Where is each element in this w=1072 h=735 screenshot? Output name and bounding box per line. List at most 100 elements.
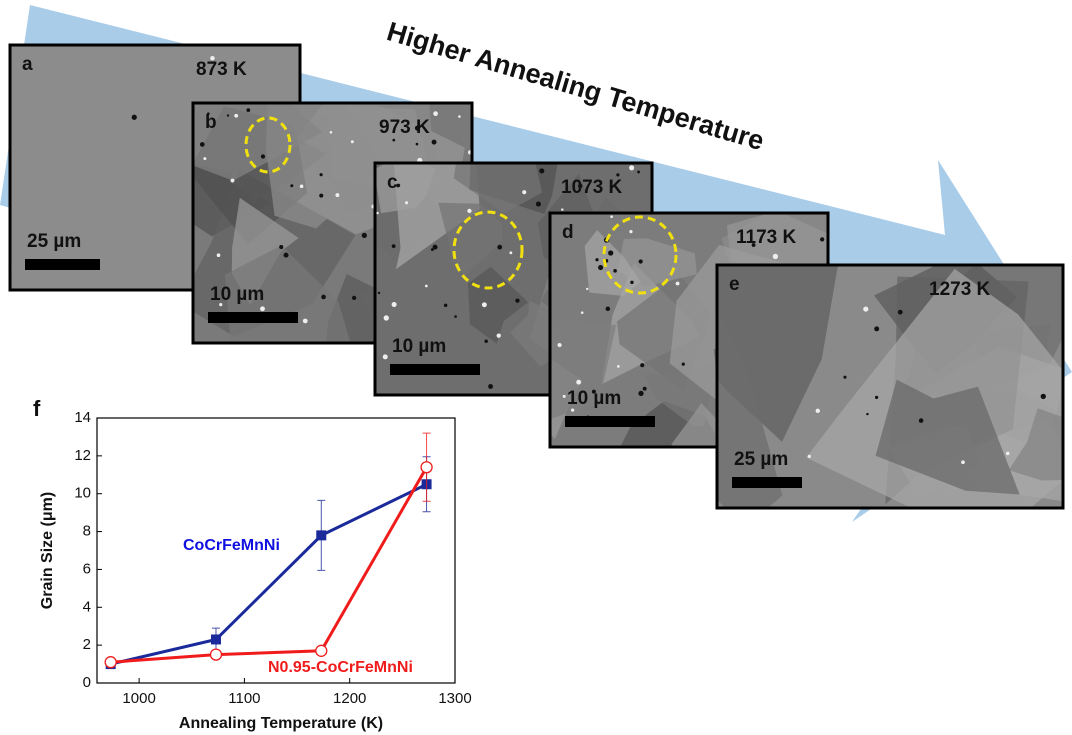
precipitate xyxy=(425,285,428,288)
x-axis-label: Annealing Temperature (K) xyxy=(179,715,383,732)
precipitate xyxy=(536,202,541,207)
precipitate xyxy=(630,281,633,284)
precipitate xyxy=(231,179,235,183)
y-tick-label: 6 xyxy=(83,560,91,577)
precipitate xyxy=(132,115,137,120)
precipitate xyxy=(303,319,308,324)
panel-letter: f xyxy=(33,396,41,421)
precipitate xyxy=(522,190,526,194)
precipitate xyxy=(290,184,293,187)
marker xyxy=(316,530,326,540)
precipitate xyxy=(608,250,613,255)
precipitate xyxy=(392,244,396,248)
y-tick-label: 8 xyxy=(83,523,91,540)
precipitate xyxy=(300,185,304,189)
panel-letter: d xyxy=(562,222,574,243)
precipitate xyxy=(561,208,563,210)
precipitate xyxy=(581,311,584,314)
precipitate xyxy=(497,333,501,337)
x-tick-label: 1300 xyxy=(438,690,471,707)
precipitate xyxy=(432,140,437,145)
precipitate xyxy=(484,340,487,343)
precipitate xyxy=(676,282,680,286)
precipitate xyxy=(863,306,868,311)
precipitate xyxy=(217,253,221,257)
x-tick-label: 1100 xyxy=(228,690,260,707)
scale-bar xyxy=(565,416,655,427)
precipitate xyxy=(961,460,965,464)
scale-label: 25 µm xyxy=(27,231,81,252)
precipitate xyxy=(488,384,493,389)
precipitate xyxy=(384,315,389,320)
precipitate xyxy=(598,265,603,270)
precipitate xyxy=(279,245,283,249)
scale-bar xyxy=(208,312,298,323)
y-tick-label: 14 xyxy=(74,409,91,426)
precipitate xyxy=(816,409,820,413)
precipitate xyxy=(321,295,326,300)
series-label: CoCrFeMnNi xyxy=(183,537,280,554)
precipitate xyxy=(351,140,354,143)
precipitate xyxy=(261,154,265,158)
precipitate xyxy=(467,209,471,213)
precipitate xyxy=(610,215,613,218)
y-axis-label: Grain Size (μm) xyxy=(39,492,56,609)
x-tick-label: 1200 xyxy=(333,690,366,707)
precipitate xyxy=(629,165,634,170)
precipitate xyxy=(260,306,265,311)
precipitate xyxy=(444,304,447,307)
scale-label: 25 µm xyxy=(734,449,788,470)
precipitate xyxy=(362,233,367,238)
precipitate xyxy=(617,365,620,368)
marker xyxy=(211,634,221,644)
precipitate xyxy=(843,376,846,379)
precipitate xyxy=(378,292,380,294)
panel-temperature: 873 K xyxy=(196,59,247,80)
panel-temperature: 1173 K xyxy=(736,227,796,248)
precipitate xyxy=(866,413,868,415)
series-label: N0.95-CoCrFeMnNi xyxy=(268,659,413,676)
series-line xyxy=(111,484,427,664)
precipitate xyxy=(482,302,487,307)
precipitate xyxy=(820,237,824,241)
precipitate xyxy=(335,193,339,197)
precipitate xyxy=(509,251,512,254)
precipitate xyxy=(1041,394,1046,399)
series-line xyxy=(111,467,427,662)
precipitate xyxy=(234,114,238,118)
precipitate xyxy=(639,259,643,263)
precipitate xyxy=(454,315,457,318)
precipitate xyxy=(576,380,581,385)
scale-bar xyxy=(390,364,480,375)
panel-temperature: 973 K xyxy=(379,117,430,138)
precipitate xyxy=(616,173,619,176)
marker xyxy=(316,645,327,656)
precipitate xyxy=(637,171,640,174)
panel-letter: a xyxy=(22,54,33,75)
precipitate xyxy=(383,354,388,359)
y-tick-label: 0 xyxy=(83,674,91,691)
precipitate xyxy=(376,212,379,215)
precipitate xyxy=(606,307,611,312)
scale-label: 10 µm xyxy=(210,284,264,305)
precipitate xyxy=(392,302,397,307)
precipitate xyxy=(638,391,643,396)
panel-temperature: 1273 K xyxy=(929,279,991,300)
precipitate xyxy=(203,157,206,160)
precipitate xyxy=(458,115,461,118)
y-tick-label: 12 xyxy=(74,447,91,464)
precipitate xyxy=(875,396,878,399)
precipitate xyxy=(773,254,778,259)
precipitate xyxy=(416,143,419,146)
precipitate xyxy=(539,168,544,173)
precipitate xyxy=(1006,452,1010,456)
precipitate xyxy=(352,296,356,300)
panel-temperature: 1073 K xyxy=(561,177,623,198)
precipitate xyxy=(682,363,685,366)
marker xyxy=(210,649,221,660)
figure: Higher Annealing Temperature a873 K25 µm… xyxy=(0,0,1072,735)
precipitate xyxy=(246,108,250,112)
precipitate xyxy=(515,298,519,302)
